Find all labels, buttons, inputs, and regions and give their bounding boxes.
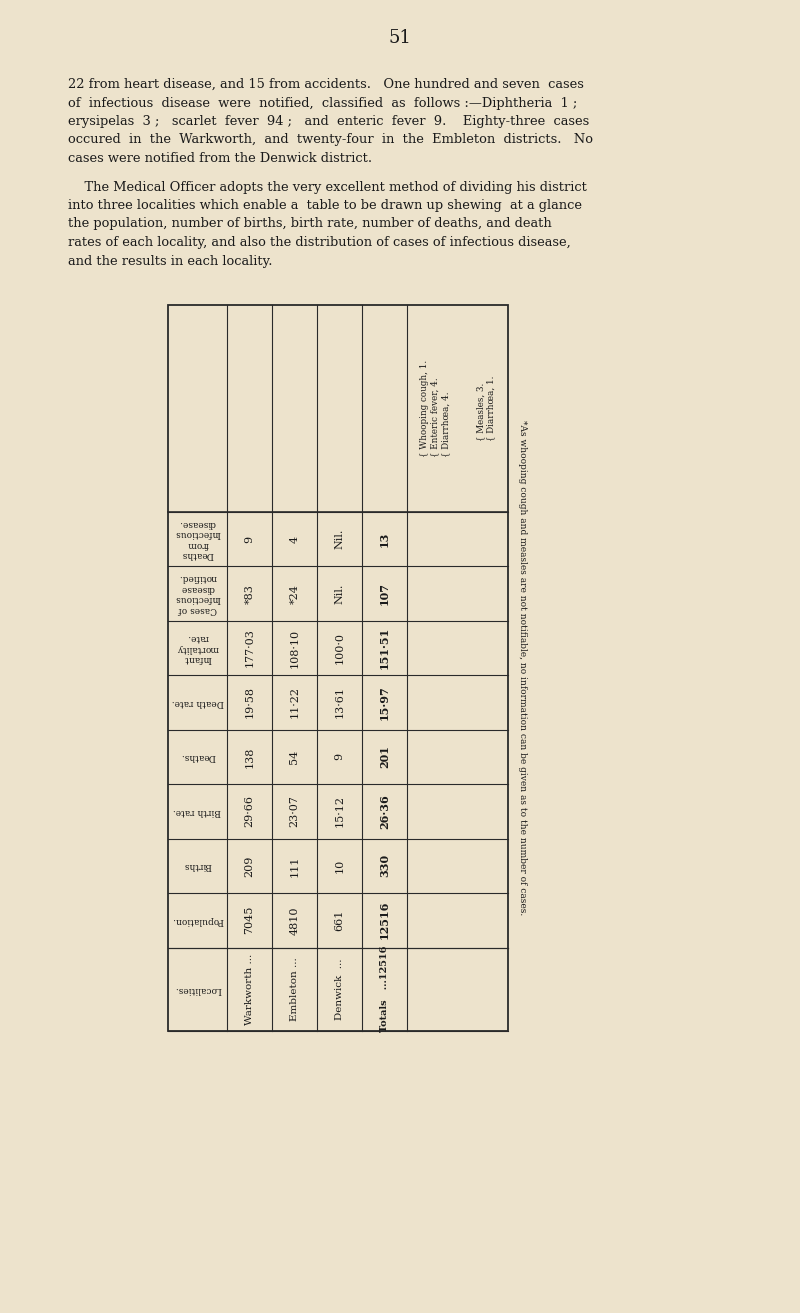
Text: Nil.: Nil. <box>334 529 344 549</box>
Text: 22 from heart disease, and 15 from accidents.   One hundred and seven  cases: 22 from heart disease, and 15 from accid… <box>68 77 584 91</box>
Text: 7045: 7045 <box>244 906 254 935</box>
Text: 177·03: 177·03 <box>244 629 254 667</box>
Text: 138: 138 <box>244 746 254 768</box>
Text: 209: 209 <box>244 855 254 877</box>
Text: 13: 13 <box>378 532 390 546</box>
Text: 100·0: 100·0 <box>334 632 344 664</box>
Text: and the results in each locality.: and the results in each locality. <box>68 255 273 268</box>
Text: 108·10: 108·10 <box>290 629 299 667</box>
Text: erysipelas  3 ;   scarlet  fever  94 ;   and  enteric  fever  9.    Eighty-three: erysipelas 3 ; scarlet fever 94 ; and en… <box>68 116 590 127</box>
Text: Death rate.: Death rate. <box>171 699 223 706</box>
Text: 54: 54 <box>290 750 299 764</box>
Bar <box>168 305 508 1031</box>
Text: *83: *83 <box>244 584 254 604</box>
Text: Birth rate.: Birth rate. <box>174 807 222 815</box>
Text: 111: 111 <box>290 855 299 877</box>
Text: cases were notified from the Denwick district.: cases were notified from the Denwick dis… <box>68 152 372 165</box>
Text: Nil.: Nil. <box>334 583 344 604</box>
Text: Deaths.: Deaths. <box>180 752 215 762</box>
Text: 151·51: 151·51 <box>378 626 390 670</box>
Text: Denwick  ...: Denwick ... <box>334 958 344 1020</box>
Text: Totals   ...12516: Totals ...12516 <box>380 947 389 1032</box>
Text: Population.: Population. <box>171 915 223 924</box>
Text: 107: 107 <box>378 582 390 605</box>
Text: 29·66: 29·66 <box>244 796 254 827</box>
Text: 661: 661 <box>334 910 344 931</box>
Text: 19·58: 19·58 <box>244 687 254 718</box>
Text: occured  in  the  Warkworth,  and  twenty-four  in  the  Embleton  districts.   : occured in the Warkworth, and twenty-fou… <box>68 134 593 147</box>
Text: Deaths
from
Infectious
disease.: Deaths from Infectious disease. <box>174 519 220 559</box>
Text: 9: 9 <box>244 536 254 542</box>
Text: Embleton ...: Embleton ... <box>290 957 299 1022</box>
Text: *As whooping cough and measles are not notifiable, no information can be given a: *As whooping cough and measles are not n… <box>518 420 526 915</box>
Text: rates of each locality, and also the distribution of cases of infectious disease: rates of each locality, and also the dis… <box>68 236 570 249</box>
Text: 4: 4 <box>290 536 299 542</box>
Text: Infant
mortality
rate.: Infant mortality rate. <box>176 633 218 663</box>
Text: the population, number of births, birth rate, number of deaths, and death: the population, number of births, birth … <box>68 218 552 231</box>
Text: *24: *24 <box>290 584 299 604</box>
Text: The Medical Officer adopts the very excellent method of dividing his district: The Medical Officer adopts the very exce… <box>68 180 587 193</box>
Text: 330: 330 <box>378 855 390 877</box>
Text: 51: 51 <box>389 29 411 47</box>
Text: 201: 201 <box>378 746 390 768</box>
Text: 15·97: 15·97 <box>378 685 390 720</box>
Text: 26·36: 26·36 <box>378 794 390 829</box>
Text: 10: 10 <box>334 859 344 873</box>
Text: Warkworth ...: Warkworth ... <box>245 953 254 1025</box>
Text: 15·12: 15·12 <box>334 796 344 827</box>
Text: 12516: 12516 <box>378 901 390 940</box>
Text: Births: Births <box>183 861 211 871</box>
Text: Localities.: Localities. <box>174 985 221 994</box>
Text: 13·61: 13·61 <box>334 687 344 718</box>
Text: { Whooping cough, 1.
{ Enteric fever, 4.
{ Diarrhœa, 4.: { Whooping cough, 1. { Enteric fever, 4.… <box>420 360 450 457</box>
Text: into three localities which enable a  table to be drawn up shewing  at a glance: into three localities which enable a tab… <box>68 200 582 211</box>
Text: 4810: 4810 <box>290 906 299 935</box>
Text: 9: 9 <box>334 754 344 760</box>
Text: of  infectious  disease  were  notified,  classified  as  follows :—Diphtheria  : of infectious disease were notified, cla… <box>68 96 578 109</box>
Text: Cases of
Infectious
disease
notified.: Cases of Infectious disease notified. <box>174 574 220 613</box>
Text: { Measles, 3.
{ Diarrhœa, 1.: { Measles, 3. { Diarrhœa, 1. <box>476 376 495 441</box>
Text: 11·22: 11·22 <box>290 687 299 718</box>
Text: 23·07: 23·07 <box>290 796 299 827</box>
